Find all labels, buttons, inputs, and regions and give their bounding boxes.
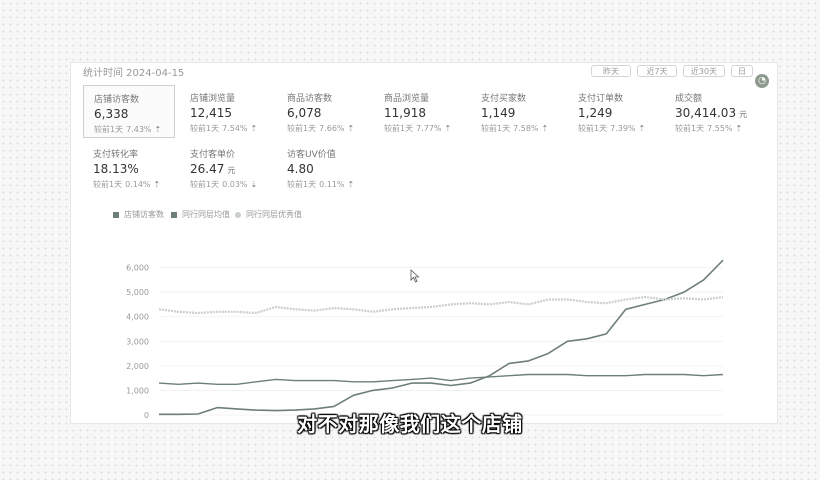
legend-swatch-icon: [235, 211, 241, 218]
trend-arrow-icon: ⇡: [347, 180, 355, 189]
metric-value: 1,249: [578, 106, 613, 120]
video-subtitle: 对不对那像我们这个店铺: [297, 412, 523, 436]
metric-value: 18.13%: [93, 162, 139, 176]
metric-tile[interactable]: 支付客单价 26.47 元较前1天 0.03% ⇣: [180, 141, 272, 194]
card-header: 统计时间 2024-04-15 昨天 近7天 近30天 日: [71, 63, 777, 81]
trend-arrow-icon: ⇡: [154, 125, 162, 134]
metric-label: 支付转化率: [93, 150, 139, 160]
metric-comparison: 较前1天 7.39% ⇡: [578, 124, 646, 133]
metric-comparison: 较前1天 7.43% ⇡: [94, 125, 162, 134]
metric-tile[interactable]: 店铺浏览量 12,415 较前1天 7.54% ⇡: [180, 85, 272, 138]
metric-label: 店铺浏览量: [190, 94, 236, 104]
metric-comparison: 较前1天 7.66% ⇡: [287, 124, 355, 133]
last-7-days-button[interactable]: 近7天: [637, 65, 677, 77]
metric-label: 支付买家数: [481, 94, 527, 104]
series-line: [158, 373, 724, 385]
metric-unit: 元: [227, 166, 236, 175]
metric-value: 12,415: [190, 106, 232, 120]
series-line: [158, 296, 724, 315]
metric-unit: 元: [739, 110, 748, 119]
metric-comparison: 较前1天 0.03% ⇣: [190, 180, 258, 189]
metric-value: 30,414.03 元: [675, 106, 748, 120]
last-30-days-button[interactable]: 近30天: [683, 65, 725, 77]
metric-value: 4.80: [287, 162, 314, 176]
analytics-card: 统计时间 2024-04-15 昨天 近7天 近30天 日 店铺访客数 6,338…: [70, 62, 778, 424]
yesterday-button[interactable]: 昨天: [591, 65, 631, 77]
legend-label: 店铺访客数: [124, 210, 164, 219]
y-tick-label: 6,000: [126, 264, 149, 273]
cursor-arrow-icon: [410, 269, 420, 283]
metrics-grid: 店铺访客数 6,338 较前1天 7.43% ⇡ 店铺浏览量 12,415 较前1天 7.54%…: [83, 85, 773, 195]
metric-comparison: 较前1天 7.58% ⇡: [481, 124, 549, 133]
trend-arrow-icon: ⇡: [735, 124, 743, 133]
metric-label: 访客UV价值: [287, 150, 336, 160]
metric-value: 1,149: [481, 106, 516, 120]
metric-comparison: 较前1天 0.14% ⇡: [93, 180, 161, 189]
metric-tile[interactable]: 支付买家数 1,149 较前1天 7.58% ⇡: [471, 85, 563, 138]
metric-value: 6,078: [287, 106, 322, 120]
traffic-line-chart: 0 1,000 2,000 3,000 4,000 5,000 6,000: [126, 259, 724, 420]
metric-comparison: 较前1天 0.11% ⇡: [287, 180, 355, 189]
metric-label: 成交额: [675, 94, 703, 104]
trend-arrow-icon: ⇡: [638, 124, 646, 133]
y-tick-label: 0: [144, 411, 149, 420]
metric-label: 商品浏览量: [384, 94, 430, 104]
metric-value: 6,338: [94, 107, 129, 121]
legend-label: 同行同层优秀值: [246, 210, 302, 219]
y-tick-label: 5,000: [126, 288, 149, 297]
metric-tile[interactable]: 店铺访客数 6,338 较前1天 7.43% ⇡: [83, 85, 175, 138]
legend-item[interactable]: 同行同层均值: [171, 209, 230, 220]
chat-bubble-icon[interactable]: ◔: [755, 74, 769, 88]
metric-comparison: 较前1天 7.77% ⇡: [384, 124, 452, 133]
y-tick-label: 3,000: [126, 337, 149, 346]
metric-label: 店铺访客数: [94, 95, 140, 105]
series-line: [159, 259, 724, 416]
metric-tile[interactable]: 支付订单数 1,249 较前1天 7.39% ⇡: [568, 85, 660, 138]
metric-tile[interactable]: 商品浏览量 11,918 较前1天 7.77% ⇡: [374, 85, 466, 138]
metric-value: 26.47 元: [190, 162, 236, 176]
metric-value: 11,918: [384, 106, 426, 120]
metric-comparison: 较前1天 7.55% ⇡: [675, 124, 743, 133]
metric-label: 支付订单数: [578, 94, 624, 104]
metric-label: 商品访客数: [287, 94, 333, 104]
y-tick-label: 1,000: [126, 386, 149, 395]
metric-tile[interactable]: 访客UV价值 4.80 较前1天 0.11% ⇡: [277, 141, 369, 194]
metric-tile[interactable]: 商品访客数 6,078 较前1天 7.66% ⇡: [277, 85, 369, 138]
trend-arrow-icon: ⇡: [347, 124, 355, 133]
trend-arrow-icon: ⇡: [153, 180, 161, 189]
trend-arrow-icon: ⇡: [250, 124, 258, 133]
y-tick-label: 2,000: [126, 362, 149, 371]
metric-label: 支付客单价: [190, 150, 236, 160]
trend-arrow-icon: ⇣: [250, 180, 258, 189]
legend-item[interactable]: 店铺访客数: [113, 209, 164, 220]
trend-arrow-icon: ⇡: [444, 124, 452, 133]
legend-swatch-icon: [171, 211, 177, 218]
y-tick-label: 4,000: [126, 313, 149, 322]
metric-tile[interactable]: 成交额 30,414.03 元较前1天 7.55% ⇡: [665, 85, 757, 138]
trend-arrow-icon: ⇡: [541, 124, 549, 133]
legend-swatch-icon: [113, 211, 119, 218]
stat-time-label: 统计时间 2024-04-15: [83, 68, 185, 79]
metric-tile[interactable]: 支付转化率 18.13% 较前1天 0.14% ⇡: [83, 141, 175, 194]
legend-item[interactable]: 同行同层优秀值: [235, 209, 302, 220]
legend-label: 同行同层均值: [182, 210, 230, 219]
metric-comparison: 较前1天 7.54% ⇡: [190, 124, 258, 133]
day-button[interactable]: 日: [731, 65, 753, 77]
